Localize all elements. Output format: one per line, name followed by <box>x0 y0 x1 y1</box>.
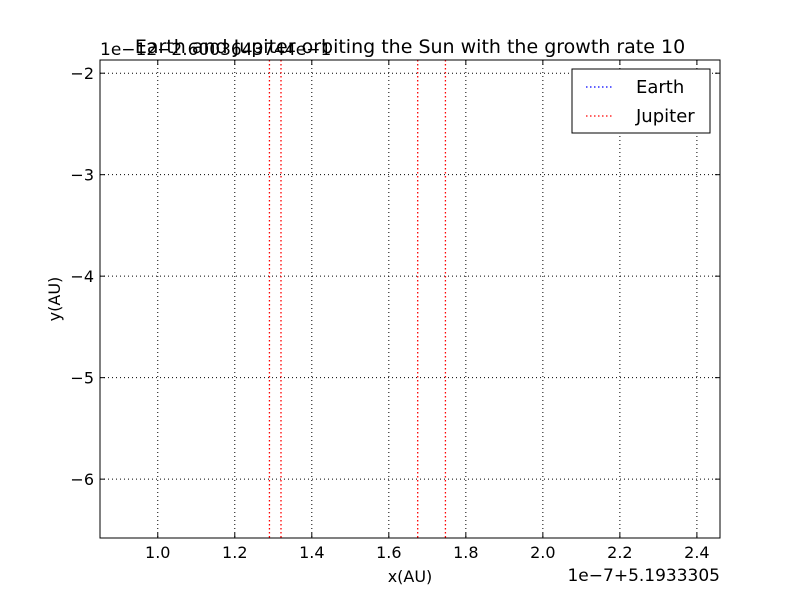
x-offset-label: 1e−7+5.1933305 <box>567 566 720 586</box>
y-tick-label: −6 <box>70 470 94 489</box>
x-tick-label: 1.6 <box>376 543 401 562</box>
legend-label-jupiter: Jupiter <box>635 106 695 127</box>
y-tick-label: −5 <box>70 369 94 388</box>
x-tick-label: 1.4 <box>299 543 324 562</box>
y-axis-label: y(AU) <box>45 277 64 322</box>
x-tick-label: 1.2 <box>222 543 247 562</box>
y-tick-label: −4 <box>70 267 94 286</box>
chart-title: Earth and Jupiter orbiting the Sun with … <box>135 36 685 58</box>
axes <box>99 59 721 539</box>
legend-label-earth: Earth <box>636 77 684 98</box>
series-layer <box>268 60 447 538</box>
plot-frame <box>99 59 721 539</box>
legend: Earth Jupiter <box>571 68 711 134</box>
x-tick-label: 2.2 <box>607 543 632 562</box>
legend-box <box>571 68 711 134</box>
ticks: 1.0 1.2 1.4 1.6 1.8 2.0 2.2 2.4 −2 −3 −4 −5 −6 <box>70 60 720 562</box>
x-tick-label: 1.0 <box>145 543 170 562</box>
x-axis-label: x(AU) <box>388 567 433 586</box>
x-tick-label: 2.4 <box>684 543 709 562</box>
x-tick-label: 1.8 <box>453 543 478 562</box>
y-tick-label: −2 <box>70 64 94 83</box>
y-tick-label: −3 <box>70 166 94 185</box>
y-offset-label: 1e−12−2.6003643744e−1 <box>100 40 331 60</box>
x-tick-label: 2.0 <box>530 543 555 562</box>
